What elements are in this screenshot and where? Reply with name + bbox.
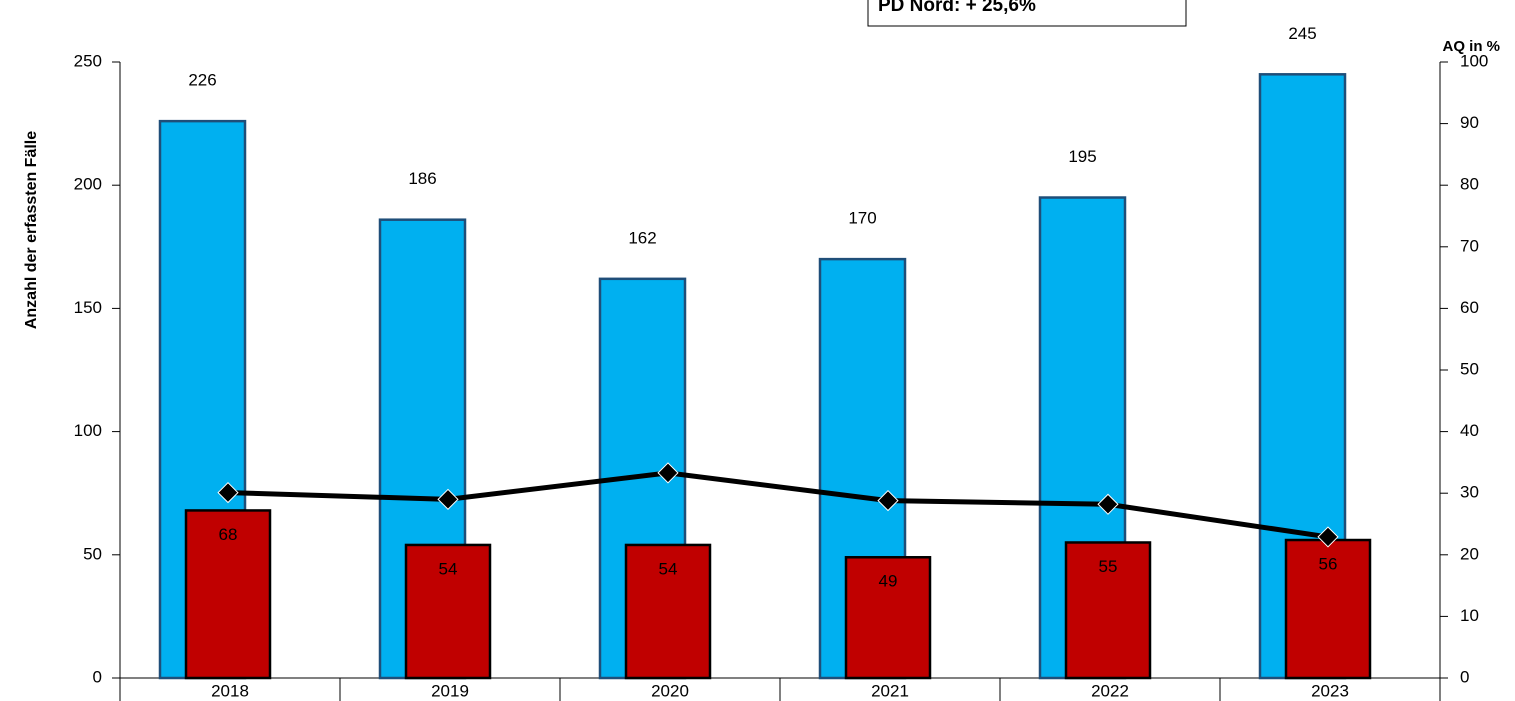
bar — [844, 556, 932, 680]
line-marker — [437, 488, 459, 510]
data-label: 226 — [188, 71, 216, 90]
data-label: 55 — [1099, 557, 1118, 576]
annotation: PD Nord: + 25,6% — [878, 0, 1036, 16]
y2-tick-label: 10 — [1460, 606, 1479, 625]
data-label: 56 — [1319, 555, 1338, 574]
data-label: 68 — [219, 525, 238, 544]
data-label: 186 — [408, 169, 436, 188]
bar — [624, 543, 712, 680]
y2-tick-label: 60 — [1460, 298, 1479, 317]
x-tick-label: 2020 — [651, 681, 689, 700]
y-tick-label: 100 — [74, 421, 102, 440]
y2-tick-label: 100 — [1460, 51, 1488, 70]
data-label: 170 — [848, 209, 876, 228]
y-tick-label: 50 — [83, 544, 102, 563]
line-marker — [1317, 526, 1339, 548]
line-marker — [657, 462, 679, 484]
y-axis-label: Anzahl der erfassten Fälle — [23, 131, 40, 329]
data-label: 245 — [1288, 24, 1316, 43]
line-marker — [877, 489, 899, 512]
data-label: 162 — [628, 228, 656, 247]
x-tick-label: 2018 — [211, 681, 249, 700]
bar — [184, 509, 272, 680]
y2-tick-label: 30 — [1460, 483, 1479, 502]
y2-tick-label: 80 — [1460, 175, 1479, 194]
bar — [1064, 541, 1152, 680]
y2-tick-label: 90 — [1460, 113, 1479, 132]
x-tick-label: 2021 — [871, 681, 909, 700]
y2-tick-label: 0 — [1460, 667, 1469, 686]
y2-tick-label: 50 — [1460, 359, 1479, 378]
y2-tick-label: 70 — [1460, 236, 1479, 255]
data-label: 49 — [879, 572, 898, 591]
data-label: 195 — [1068, 147, 1096, 166]
line-marker — [1097, 493, 1119, 515]
y-tick-label: 150 — [74, 298, 102, 317]
y2-tick-label: 40 — [1460, 421, 1479, 440]
x-tick-label: 2019 — [431, 681, 469, 700]
line — [227, 470, 1329, 540]
line-marker — [217, 481, 239, 504]
data-label: 54 — [659, 559, 678, 578]
y2-tick-label: 20 — [1460, 544, 1479, 563]
bar — [404, 543, 492, 680]
annotation-box — [867, 0, 1187, 27]
y-tick-label: 250 — [74, 51, 102, 70]
y-tick-label: 0 — [93, 667, 102, 686]
x-tick-label: 2022 — [1091, 681, 1129, 700]
x-tick-label: 2023 — [1311, 681, 1349, 700]
y-tick-label: 200 — [74, 175, 102, 194]
data-label: 54 — [439, 559, 458, 578]
y2-axis-label: AQ in % — [1442, 38, 1500, 55]
